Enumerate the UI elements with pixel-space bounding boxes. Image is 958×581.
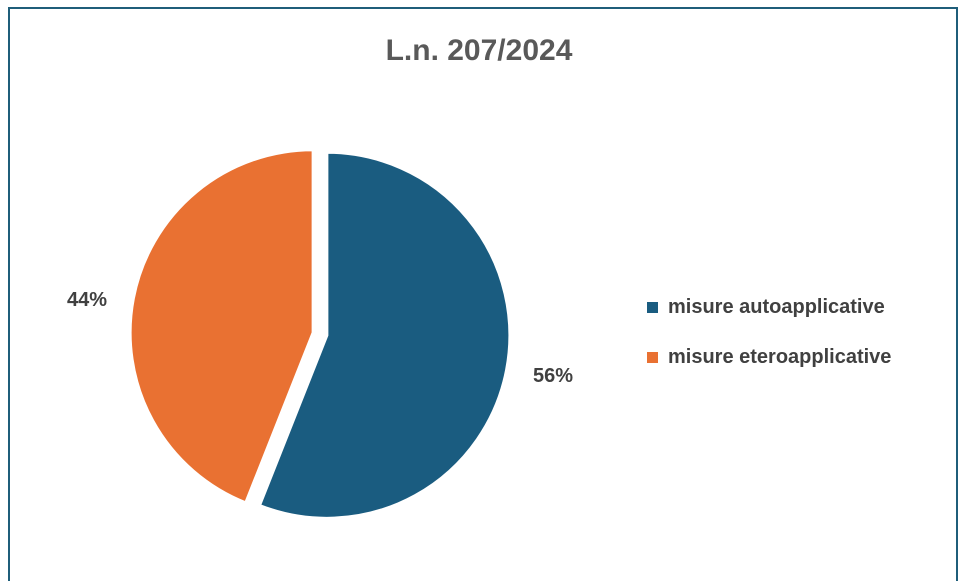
pct-label-autoapplicative: 56% (533, 365, 573, 387)
slice-autoapplicative (257, 150, 512, 520)
legend-label-autoapplicative: misure autoapplicative (668, 295, 885, 318)
slice-eteroapplicative (128, 148, 315, 505)
legend-item-eteroapplicative: misure eteroapplicative (647, 342, 891, 372)
chart-title: L.n. 207/2024 (385, 34, 573, 67)
legend-label-eteroapplicative: misure eteroapplicative (668, 345, 892, 368)
pct-label-eteroapplicative: 44% (67, 289, 107, 311)
legend: misure autoapplicative misure eteroappli… (647, 292, 891, 392)
legend-item-autoapplicative: misure autoapplicative (647, 292, 891, 322)
legend-swatch-autoapplicative (647, 301, 658, 313)
legend-swatch-eteroapplicative (647, 351, 658, 363)
